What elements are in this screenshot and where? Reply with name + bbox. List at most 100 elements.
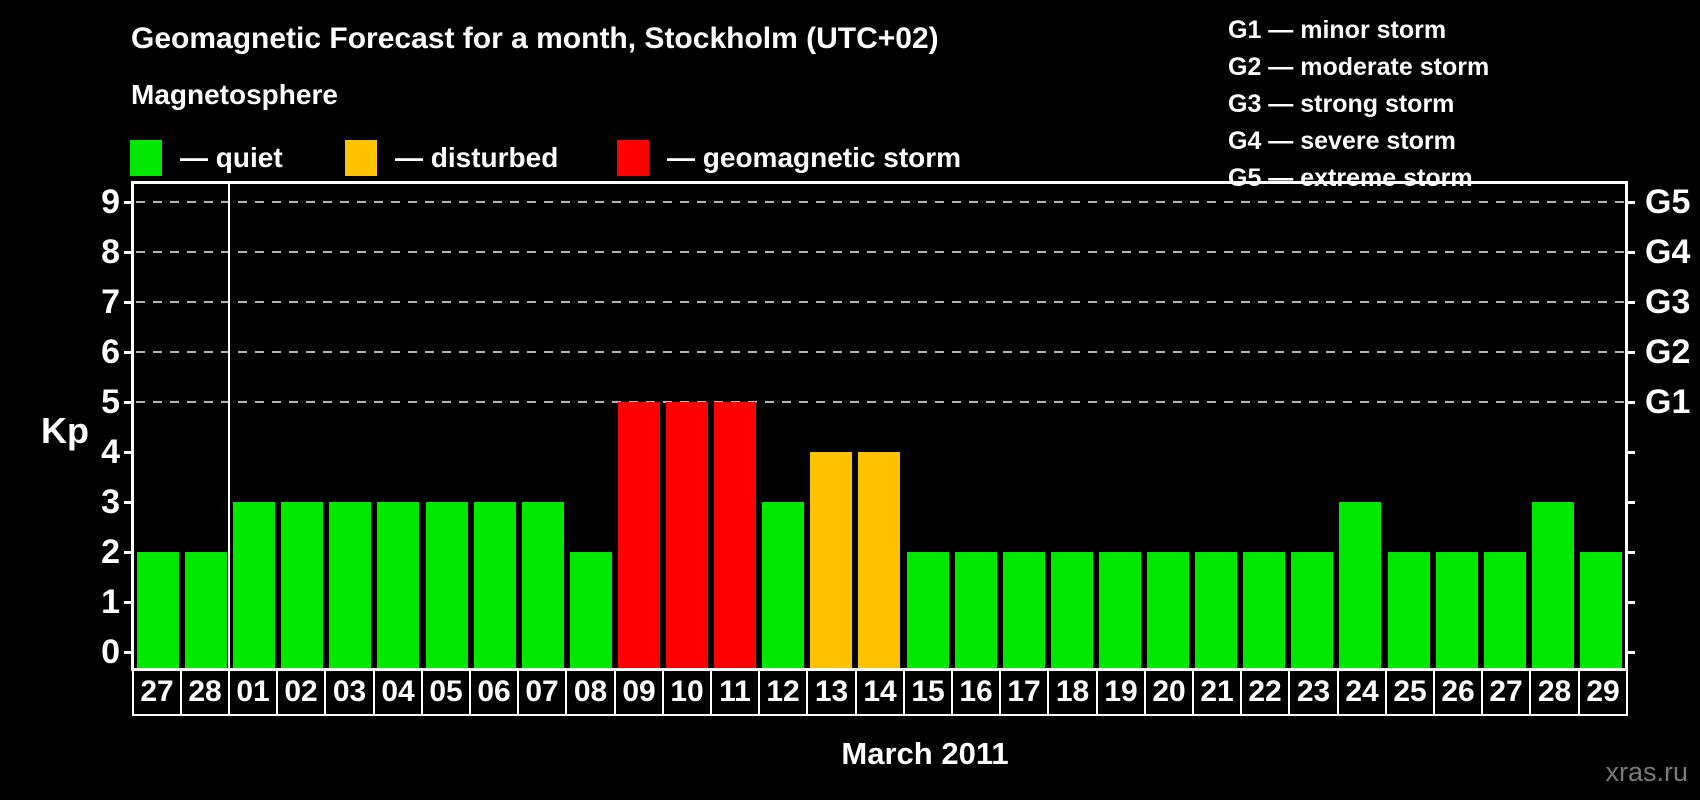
kp-bar [1291, 552, 1333, 668]
x-axis-day-cell: 12 [758, 668, 808, 716]
y-axis-tick-label: 1 [101, 583, 120, 621]
y-axis-tick [124, 201, 131, 204]
y-axis-tick-label: 4 [101, 433, 120, 471]
y-axis-tick [124, 651, 131, 654]
kp-bar [1532, 502, 1574, 668]
kp-bar [618, 402, 660, 668]
x-axis-day-cell: 14 [855, 668, 905, 716]
kp-bar [137, 552, 179, 668]
y-axis-tick [124, 251, 131, 254]
y-axis-tick [1628, 501, 1635, 504]
x-axis-title: March 2011 [841, 736, 1009, 771]
kp-bar [1388, 552, 1430, 668]
x-axis-day-cell: 29 [1578, 668, 1628, 716]
x-axis-day-cell: 28 [180, 668, 230, 716]
y-axis-tick-label: 7 [101, 283, 120, 321]
y-axis-tick [124, 401, 131, 404]
x-axis-day-cell: 26 [1433, 668, 1483, 716]
y-axis-tick [124, 601, 131, 604]
x-axis-day-cell: 25 [1385, 668, 1435, 716]
x-axis-day-cell: 21 [1192, 668, 1242, 716]
g-scale-legend-item-g5: G5 — extreme storm [1228, 164, 1473, 192]
kp-bar [955, 552, 997, 668]
kp-gridline [136, 401, 1625, 403]
x-axis-day-cell: 13 [806, 668, 857, 716]
y-axis-tick [1628, 601, 1635, 604]
g-scale-legend-item-g4: G4 — severe storm [1228, 127, 1456, 155]
kp-bar [858, 452, 900, 668]
disturbed-color-swatch [345, 140, 377, 176]
y-axis-tick-label: 0 [101, 633, 120, 671]
x-axis-day-cell: 28 [1529, 668, 1580, 716]
g-scale-legend-item-g2: G2 — moderate storm [1228, 53, 1490, 81]
kp-bar [1436, 552, 1478, 668]
kp-bar [1099, 552, 1141, 668]
kp-bar [522, 502, 564, 668]
kp-bar [570, 552, 612, 668]
y-axis-tick [1628, 251, 1635, 254]
y-axis-tick [1628, 451, 1635, 454]
x-axis-day-cell: 18 [1047, 668, 1098, 716]
kp-bar [1339, 502, 1381, 668]
y-axis-tick-label: 9 [101, 183, 120, 221]
legend-heading: Magnetosphere [131, 79, 338, 110]
kp-bar [714, 402, 756, 668]
x-axis-day-cell: 27 [132, 668, 182, 716]
y-axis-tick [1628, 201, 1635, 204]
y-axis-tick [1628, 301, 1635, 304]
g-scale-legend-item-g3: G3 — strong storm [1228, 90, 1455, 118]
x-axis-day-cell: 02 [276, 668, 326, 716]
chart-title: Geomagnetic Forecast for a month, Stockh… [131, 22, 939, 55]
x-axis-day-cell: 06 [469, 668, 519, 716]
x-axis-day-cell: 17 [999, 668, 1049, 716]
month-separator-line [228, 184, 230, 668]
kp-bar [1580, 552, 1622, 668]
kp-bar [1195, 552, 1237, 668]
x-axis-day-cell: 10 [662, 668, 712, 716]
kp-bar [377, 502, 419, 668]
kp-bar [762, 502, 804, 668]
x-axis-day-cell: 01 [228, 668, 278, 716]
g-scale-legend-item-g1: G1 — minor storm [1228, 16, 1447, 44]
y-axis-tick [124, 301, 131, 304]
x-axis-day-cell: 20 [1144, 668, 1194, 716]
kp-bar [281, 502, 323, 668]
kp-bar [233, 502, 275, 668]
x-axis-day-cell: 23 [1288, 668, 1339, 716]
x-axis-day-cell: 15 [903, 668, 953, 716]
legend-item-disturbed: — disturbed [345, 140, 558, 176]
kp-gridline [136, 251, 1625, 253]
x-axis-day-cell: 07 [517, 668, 567, 716]
kp-gridline [136, 201, 1625, 203]
kp-bar [1147, 552, 1189, 668]
kp-bar [1484, 552, 1526, 668]
x-axis-day-cell: 11 [710, 668, 760, 716]
y-axis-tick [1628, 351, 1635, 354]
g-scale-axis-label: G1 [1645, 383, 1691, 421]
x-axis-day-cell: 22 [1240, 668, 1290, 716]
y-axis-tick [124, 501, 131, 504]
watermark: xras.ru [1605, 757, 1688, 787]
kp-bar [666, 402, 708, 668]
x-axis-day-cell: 27 [1481, 668, 1531, 716]
kp-gridline [136, 351, 1625, 353]
quiet-color-swatch [130, 140, 162, 176]
g-scale-axis-label: G5 [1645, 183, 1691, 221]
y-axis-title: Kp [41, 410, 89, 451]
legend-label-storm: — geomagnetic storm [667, 142, 962, 173]
kp-bar [1051, 552, 1093, 668]
g-scale-axis-label: G3 [1645, 283, 1691, 321]
kp-bar [1003, 552, 1045, 668]
legend-item-quiet: — quiet [130, 140, 283, 176]
kp-bar [474, 502, 516, 668]
legend-label-disturbed: — disturbed [395, 142, 559, 173]
x-axis-day-cell: 03 [324, 668, 375, 716]
x-axis-day-cell: 04 [373, 668, 423, 716]
y-axis-tick [124, 351, 131, 354]
storm-color-swatch [617, 140, 649, 176]
legend-label-quiet: — quiet [180, 142, 283, 173]
y-axis-tick [1628, 651, 1635, 654]
kp-bar [810, 452, 852, 668]
